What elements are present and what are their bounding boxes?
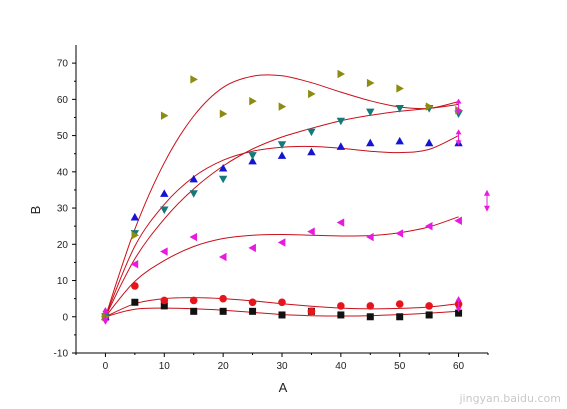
data-point: [189, 296, 198, 305]
data-point: [278, 102, 287, 111]
x-tick-label: 60: [453, 361, 465, 372]
data-point: [130, 212, 140, 221]
data-point: [395, 136, 404, 145]
double-arrow-marker: [455, 296, 462, 302]
data-point: [160, 111, 169, 120]
data-point: [396, 313, 404, 321]
data-point: [307, 227, 315, 236]
data-point: [189, 190, 198, 198]
plot-area: 0 10 20 30 40 50 60 -10 0 10 20 30 40 50 60 70: [54, 45, 490, 372]
y-tick-label: 50: [57, 131, 69, 142]
double-arrow-marker: [102, 317, 109, 323]
double-arrow-marker: [455, 98, 462, 104]
data-point: [307, 128, 316, 137]
data-point: [337, 69, 346, 79]
data-point: [336, 142, 346, 150]
x-tick-label: 30: [276, 361, 288, 372]
y-tick-label: 30: [57, 204, 69, 215]
data-point: [278, 311, 286, 319]
data-point: [130, 260, 139, 269]
data-point: [395, 105, 404, 113]
data-point: [131, 231, 140, 240]
data-point: [190, 75, 198, 84]
data-point: [190, 307, 198, 315]
watermark: jingyan.baidu.com: [459, 392, 561, 405]
data-point: [308, 89, 316, 99]
data-point: [366, 313, 374, 321]
x-tick-label: 10: [159, 361, 171, 372]
data-point: [454, 216, 462, 225]
data-point: [218, 164, 228, 172]
data-point: [425, 311, 433, 319]
y-tick-label: 10: [57, 276, 69, 287]
data-point: [425, 302, 433, 310]
data-point: [160, 247, 168, 256]
y-tick-label: 60: [57, 95, 69, 106]
x-tick-label: 40: [335, 361, 347, 372]
data-point: [160, 189, 169, 197]
y-tick-label: 20: [57, 240, 69, 251]
data-point: [366, 302, 375, 310]
data-point: [277, 238, 286, 247]
data-point: [395, 229, 404, 238]
y-tick-label: 0: [62, 312, 68, 323]
double-arrow-marker: [102, 306, 109, 312]
data-point: [366, 108, 375, 117]
data-point: [425, 102, 434, 111]
data-point: [424, 138, 434, 147]
x-tick-label: 0: [103, 361, 109, 372]
data-point: [249, 307, 257, 315]
y-tick-label: 70: [57, 59, 69, 70]
data-point: [218, 252, 227, 262]
y-tick-label: 40: [57, 167, 69, 178]
data-point: [218, 175, 228, 184]
data-point: [219, 109, 228, 119]
data-point: [160, 302, 168, 310]
double-arrow-marker: [484, 205, 490, 212]
data-point: [307, 307, 316, 316]
data-point: [160, 296, 169, 305]
data-point: [189, 232, 198, 242]
data-point: [248, 152, 257, 160]
data-point: [131, 282, 139, 290]
double-arrow-marker: [484, 189, 490, 196]
data-point: [337, 311, 345, 319]
y-axis-title: B: [28, 206, 43, 215]
data-point: [396, 84, 404, 93]
x-tick-label: 50: [394, 361, 406, 372]
data-point: [455, 309, 463, 317]
fit-curve: [104, 103, 459, 318]
data-point: [278, 298, 286, 307]
x-tick-label: 20: [218, 361, 230, 372]
double-arrow-marker: [455, 129, 462, 135]
data-point: [277, 141, 287, 149]
data-point: [307, 147, 316, 156]
data-point: [248, 243, 256, 253]
data-point: [395, 300, 404, 308]
data-point: [277, 151, 287, 159]
data-point: [336, 218, 345, 227]
double-arrow-marker: [455, 140, 462, 146]
data-point: [366, 232, 374, 242]
data-point: [366, 78, 375, 88]
data-point: [424, 221, 433, 231]
data-point: [160, 206, 169, 215]
data-point: [337, 302, 345, 310]
data-point: [248, 156, 257, 165]
double-arrow-marker: [455, 109, 462, 115]
double-arrow-marker: [455, 307, 462, 313]
y-tick-label: -10: [54, 349, 69, 360]
x-axis-title: A: [279, 380, 288, 395]
data-point: [219, 294, 227, 303]
data-point: [366, 138, 375, 147]
data-point: [336, 117, 346, 126]
data-point: [219, 307, 227, 315]
data-point: [249, 96, 257, 106]
data-point: [248, 298, 257, 307]
data-point: [131, 298, 139, 306]
data-point: [189, 174, 198, 183]
